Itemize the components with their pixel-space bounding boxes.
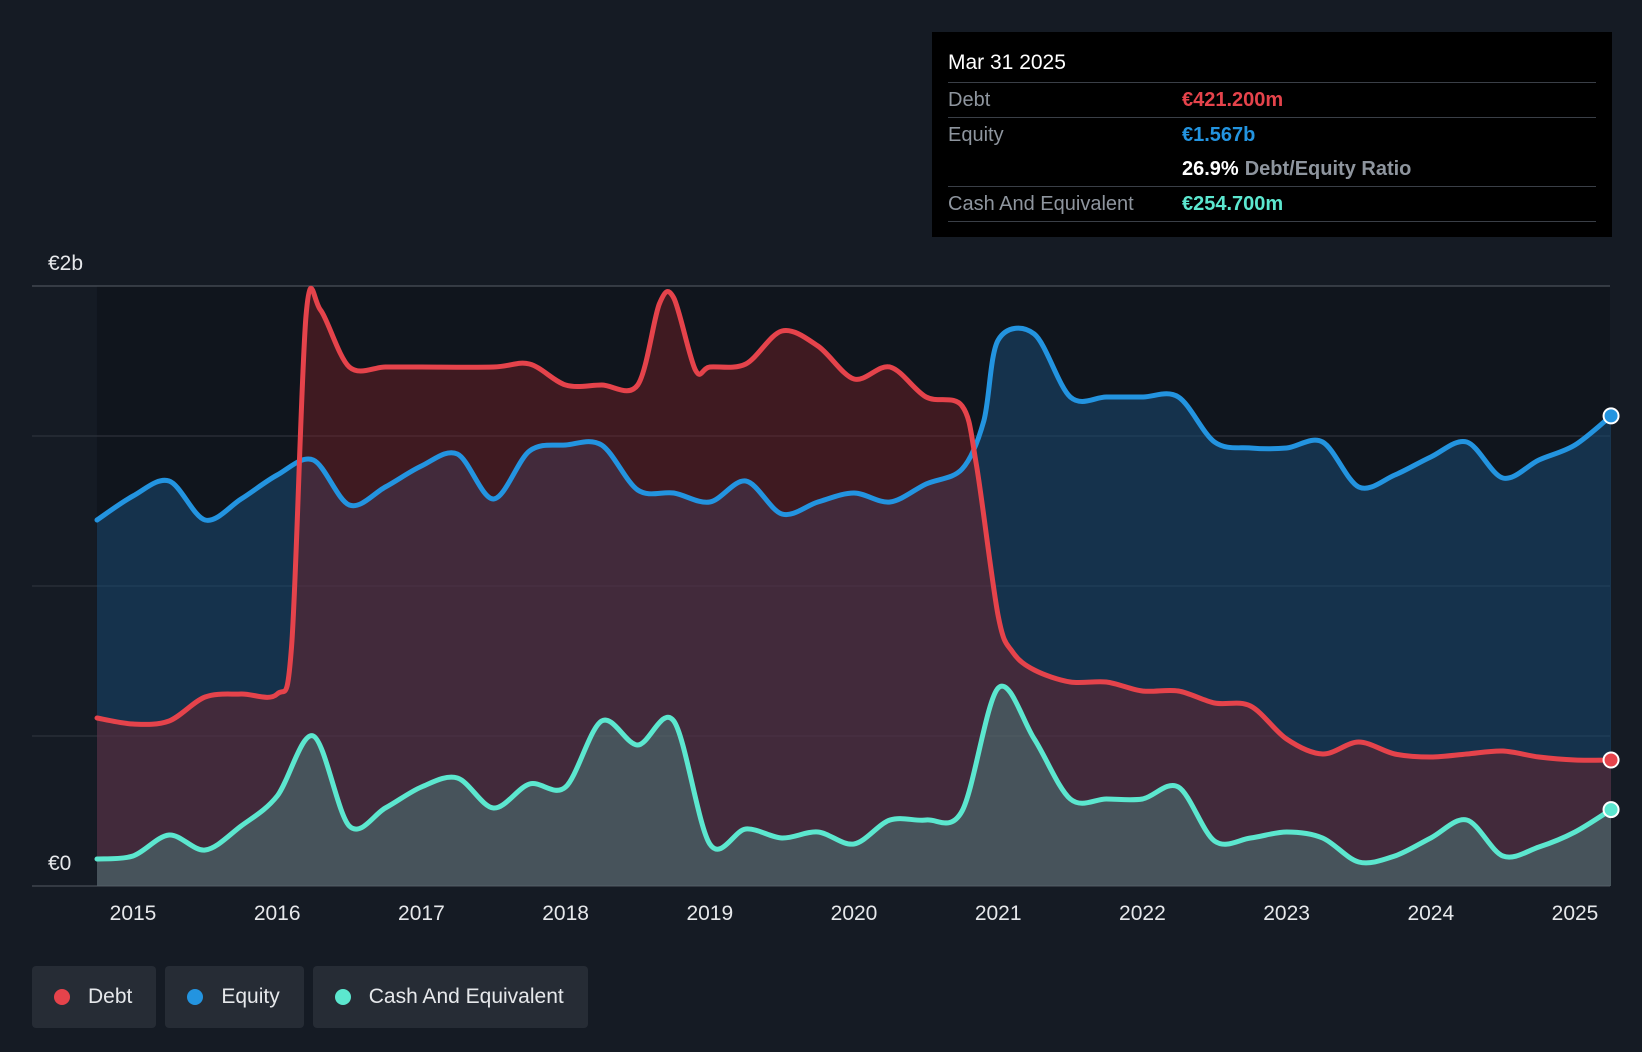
- series-endpoints: [1602, 407, 1620, 819]
- cash-dot-icon: [334, 989, 351, 1005]
- hover-tooltip: Mar 31 2025 Debt €421.200m Equity €1.567…: [932, 32, 1612, 237]
- tooltip-debt-label: Debt: [948, 89, 991, 111]
- tooltip-ratio-value: 26.9%: [1182, 158, 1239, 180]
- tooltip-cash-label: Cash And Equivalent: [948, 193, 1134, 215]
- series-lines: [94, 285, 1614, 866]
- tooltip-row-ratio: 26.9% Debt/Equity Ratio: [948, 152, 1596, 187]
- x-tick-label: 2018: [542, 902, 589, 925]
- equity-endpoint[interactable]: [1602, 407, 1620, 425]
- tooltip-debt-value: €421.200m: [1182, 89, 1284, 111]
- equity-area: [97, 328, 1611, 886]
- tooltip-equity-label: Equity: [948, 124, 1004, 146]
- tooltip-row-cash: Cash And Equivalent €254.700m: [948, 187, 1596, 222]
- legend-label-debt: Debt: [88, 985, 133, 1008]
- tooltip-equity-value: €1.567b: [1182, 124, 1256, 146]
- series-areas: [97, 288, 1611, 887]
- legend-label-cash: Cash And Equivalent: [368, 985, 564, 1008]
- cash-and-equivalent-line: [94, 683, 1614, 866]
- x-tick-label: 2022: [1119, 902, 1166, 925]
- x-tick-label: 2021: [975, 902, 1022, 925]
- axis-labels: 2015 2016 2017 2018 2019 2020 2021 2022 2023 2024…: [48, 252, 1598, 925]
- tooltip-row-equity: Equity €1.567b: [948, 118, 1596, 152]
- y-tick-label-min: €0: [48, 852, 71, 875]
- equity-dot-icon: [187, 989, 204, 1005]
- tooltip-date: Mar 31 2025: [948, 48, 1596, 83]
- debt-line: [94, 285, 1614, 763]
- debt-area: [97, 288, 1611, 887]
- x-tick-label: 2017: [398, 902, 445, 925]
- debt-dot-icon: [54, 989, 70, 1005]
- legend: Debt Equity Cash And Equivalent: [32, 966, 597, 1028]
- x-tick-label: 2019: [686, 902, 733, 925]
- legend-label-equity: Equity: [221, 985, 280, 1008]
- x-tick-label: 2024: [1407, 902, 1454, 925]
- x-tick-label: 2015: [110, 902, 157, 925]
- x-tick-label: 2020: [831, 902, 878, 925]
- tooltip-row-debt: Debt €421.200m: [948, 83, 1596, 118]
- legend-item-debt[interactable]: Debt: [32, 966, 157, 1028]
- cash-and-equivalent-endpoint[interactable]: [1602, 801, 1620, 819]
- tooltip-ratio-label: Debt/Equity Ratio: [1244, 158, 1412, 180]
- legend-item-cash[interactable]: Cash And Equivalent: [312, 966, 588, 1028]
- tooltip-cash-value: €254.700m: [1182, 193, 1284, 215]
- x-tick-label: 2023: [1263, 902, 1310, 925]
- debt-endpoint[interactable]: [1602, 751, 1620, 769]
- cash-and-equivalent-area: [97, 686, 1611, 886]
- y-tick-label-max: €2b: [48, 252, 83, 275]
- legend-item-equity[interactable]: Equity: [165, 966, 304, 1028]
- x-tick-label: 2016: [254, 902, 301, 925]
- equity-line: [94, 325, 1614, 523]
- x-tick-label: 2025: [1552, 902, 1599, 925]
